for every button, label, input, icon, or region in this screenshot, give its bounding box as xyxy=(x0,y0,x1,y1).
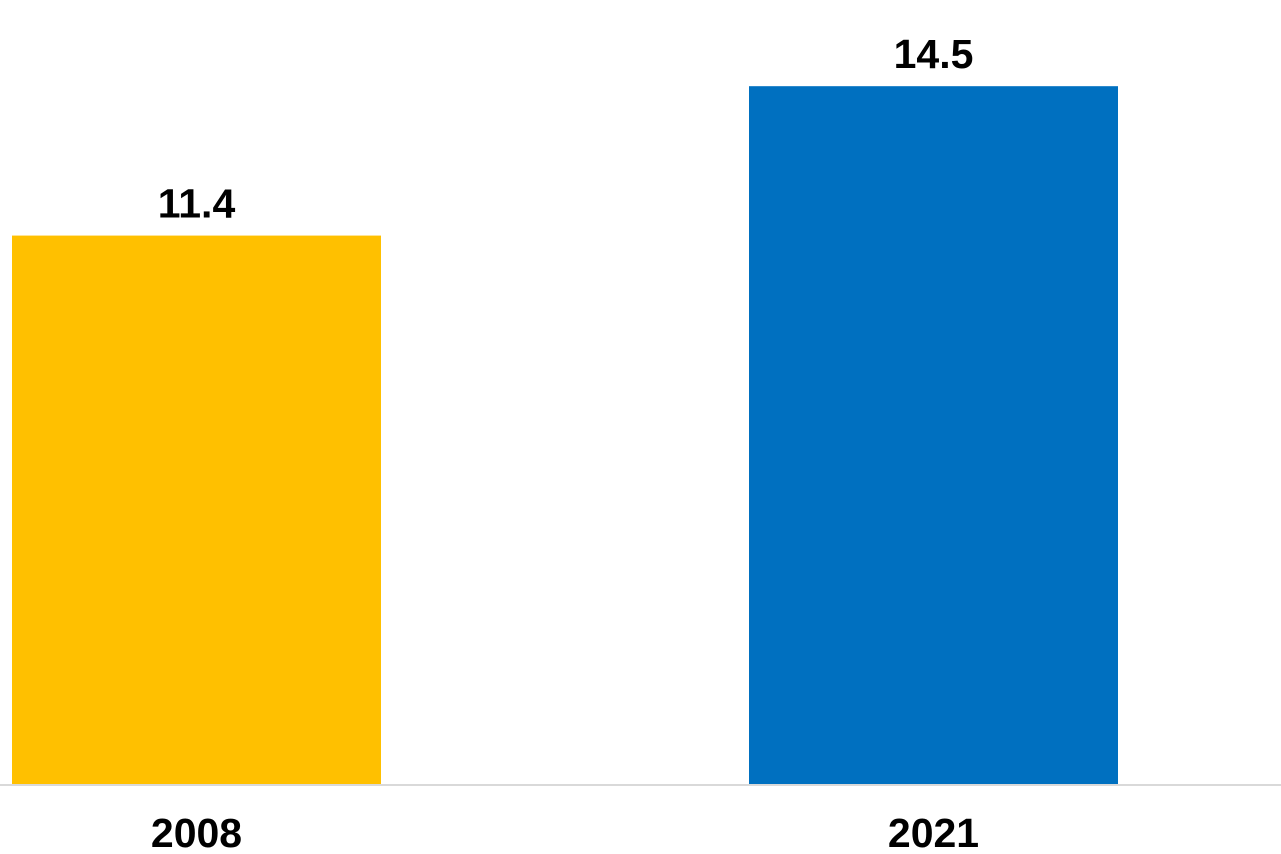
bars-group xyxy=(12,86,1118,786)
data-labels-group: 11.4 14.5 xyxy=(158,31,974,226)
x-tick-label-2021: 2021 xyxy=(888,810,979,854)
bar-2021 xyxy=(749,86,1118,786)
data-label-2021: 14.5 xyxy=(894,31,974,77)
data-label-2008: 11.4 xyxy=(158,181,236,227)
x-tick-labels-group: 2008 2021 xyxy=(151,810,979,854)
bar-2008 xyxy=(12,235,381,785)
x-tick-label-2008: 2008 xyxy=(151,810,242,854)
